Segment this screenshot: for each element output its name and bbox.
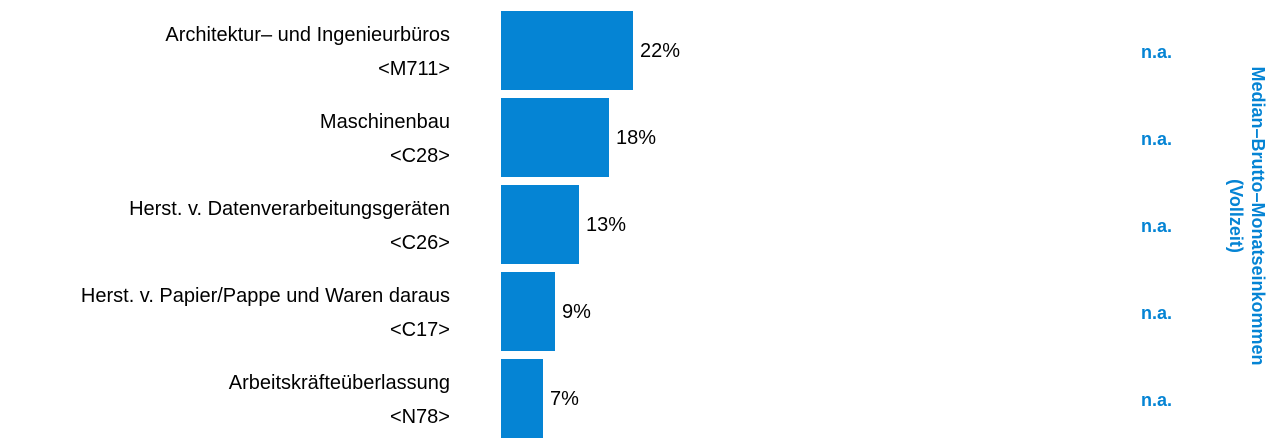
secondary-value-label: n.a. bbox=[1141, 129, 1173, 149]
category-code: <M711> bbox=[378, 58, 450, 80]
secondary-value-label: n.a. bbox=[1141, 390, 1173, 410]
bar bbox=[501, 98, 609, 177]
category-label: Arbeitskräfteüberlassung bbox=[228, 372, 450, 394]
secondary-title-line2: (Vollzeit) bbox=[1226, 179, 1246, 253]
secondary-title-line1: Median–Brutto–Monatseinkommen bbox=[1248, 66, 1268, 366]
secondary-axis-title: Median–Brutto–Monatseinkommen (Vollzeit) bbox=[1212, 0, 1282, 432]
bar-value-label: 9% bbox=[562, 301, 591, 323]
category-code: <C17> bbox=[389, 319, 450, 341]
category-code: <N78> bbox=[389, 406, 450, 428]
secondary-value-label: n.a. bbox=[1141, 303, 1173, 323]
category-code: <C28> bbox=[389, 145, 450, 167]
bar bbox=[501, 272, 555, 351]
secondary-value-label: n.a. bbox=[1141, 42, 1173, 62]
category-label: Herst. v. Papier/Pappe und Waren daraus bbox=[80, 285, 450, 307]
bar-value-label: 7% bbox=[550, 388, 579, 410]
secondary-axis-title-text: Median–Brutto–Monatseinkommen (Vollzeit) bbox=[1225, 66, 1269, 365]
bar bbox=[501, 185, 579, 264]
category-label: Maschinenbau bbox=[319, 111, 450, 133]
category-label: Architektur– und Ingenieurbüros bbox=[165, 24, 450, 46]
secondary-value-label: n.a. bbox=[1141, 216, 1173, 236]
bar bbox=[501, 11, 633, 90]
bar-value-label: 18% bbox=[616, 127, 657, 149]
bar-value-label: 13% bbox=[586, 214, 627, 236]
bar-value-label: 22% bbox=[640, 40, 681, 62]
bar bbox=[501, 359, 543, 438]
category-label: Herst. v. Datenverarbeitungsgeräten bbox=[129, 198, 450, 220]
category-code: <C26> bbox=[389, 232, 450, 254]
